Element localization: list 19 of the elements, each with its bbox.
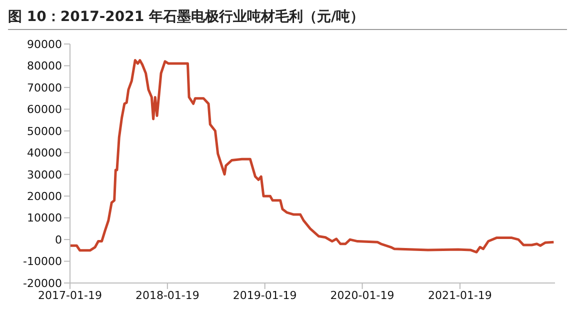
- y-tick-label: 20000: [27, 190, 62, 203]
- y-tick-label: 90000: [27, 38, 62, 51]
- y-tick-label: 80000: [27, 60, 62, 73]
- x-tick-label: 2017-01-19: [38, 288, 102, 302]
- x-tick-label: 2020-01-19: [330, 288, 394, 302]
- y-tick-label: -20000: [23, 276, 62, 290]
- y-tick-label: 40000: [27, 146, 62, 160]
- y-tick-label: 50000: [27, 124, 62, 138]
- x-tick-label: 2019-01-19: [232, 288, 297, 302]
- x-tick-label: 2018-01-19: [135, 288, 200, 302]
- y-tick-label: -10000: [23, 255, 62, 268]
- y-tick-label: 10000: [27, 212, 62, 225]
- y-tick-label: 30000: [27, 168, 62, 182]
- line-series: [70, 59, 555, 254]
- y-tick-label: 0: [55, 233, 62, 246]
- chart-title: 图 10：2017-2021 年石墨电极行业吨材毛利（元/吨）: [8, 8, 567, 30]
- y-tick-label: 60000: [27, 103, 62, 116]
- x-tick-label: 2021-01-19: [428, 288, 492, 302]
- y-tick-label: 70000: [27, 81, 62, 94]
